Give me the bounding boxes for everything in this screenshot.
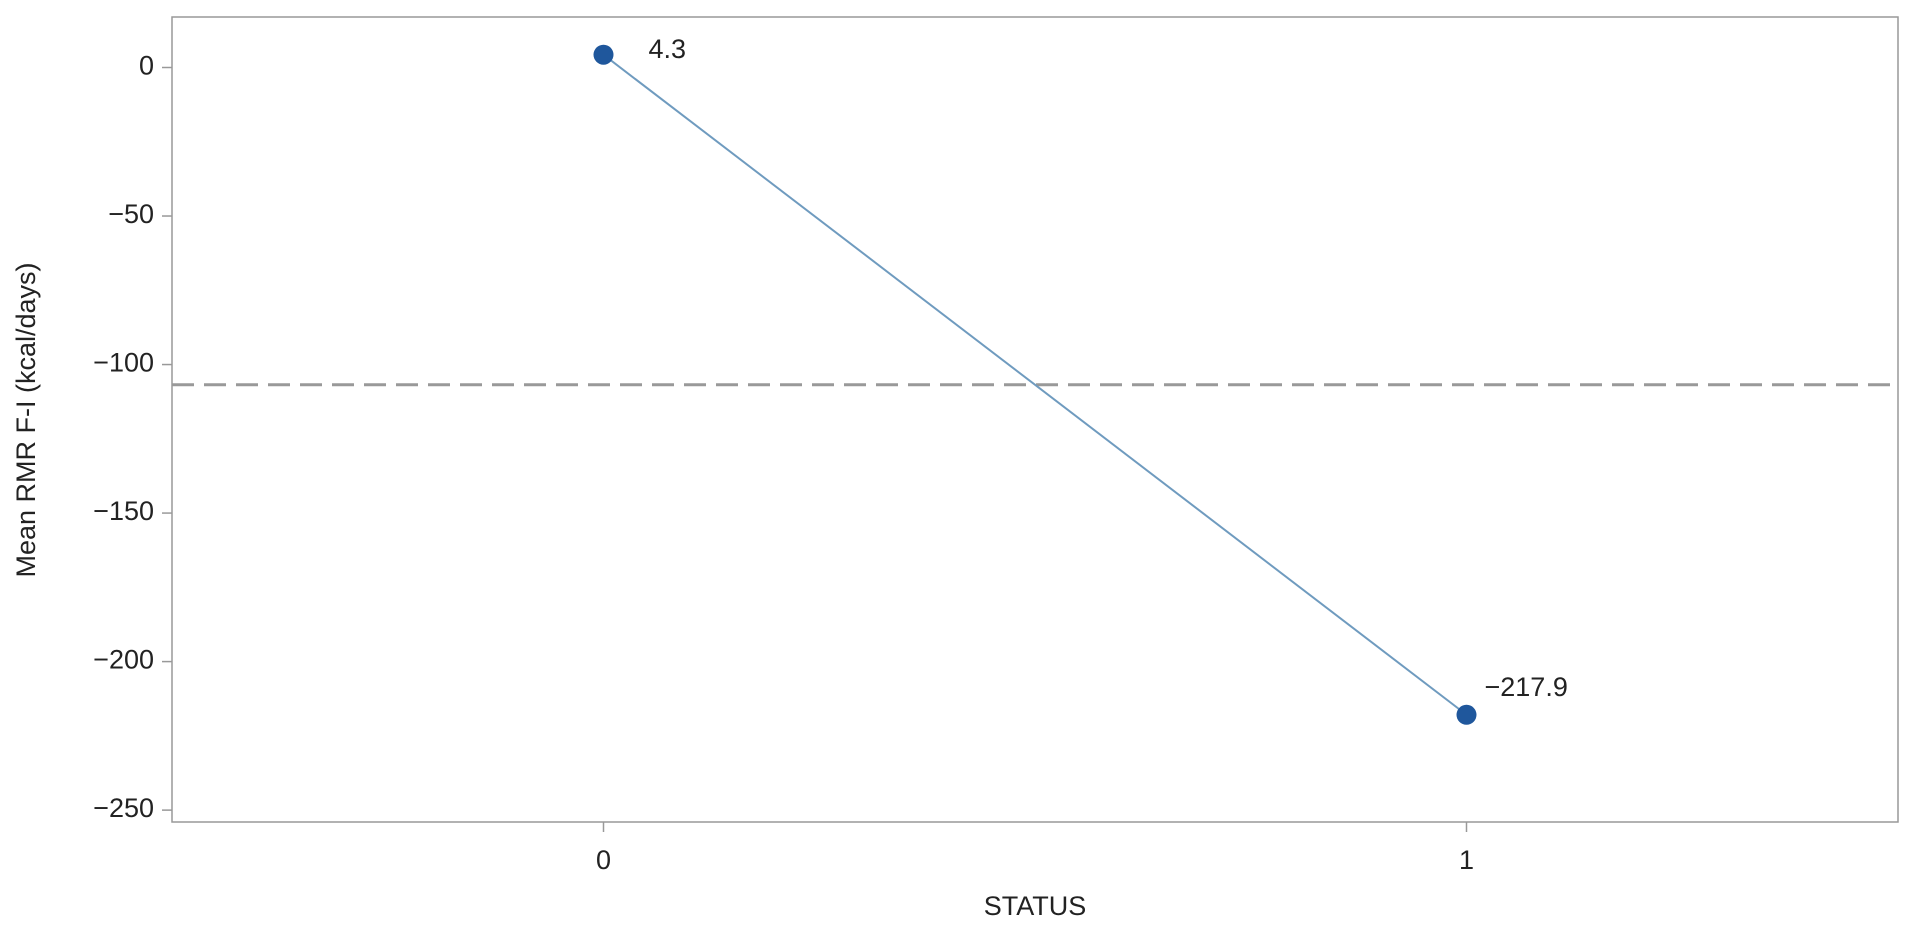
- value-label: −217.9: [1485, 672, 1568, 702]
- x-tick-label: 1: [1459, 845, 1474, 875]
- y-tick-label: −100: [93, 348, 154, 378]
- x-tick-label: 0: [596, 845, 611, 875]
- y-tick-label: −250: [93, 793, 154, 823]
- y-axis-label: Mean RMR F-I (kcal/days): [11, 262, 41, 577]
- data-point: [1456, 704, 1477, 725]
- y-tick-label: −200: [93, 645, 154, 675]
- y-tick-label: −150: [93, 496, 154, 526]
- y-tick-label: 0: [139, 51, 154, 81]
- y-tick-label: −50: [108, 199, 154, 229]
- plot-frame: [171, 16, 1899, 823]
- data-line: [602, 53, 1468, 716]
- x-axis-label: STATUS: [984, 891, 1087, 921]
- data-point: [593, 44, 614, 65]
- value-label: 4.3: [649, 34, 687, 64]
